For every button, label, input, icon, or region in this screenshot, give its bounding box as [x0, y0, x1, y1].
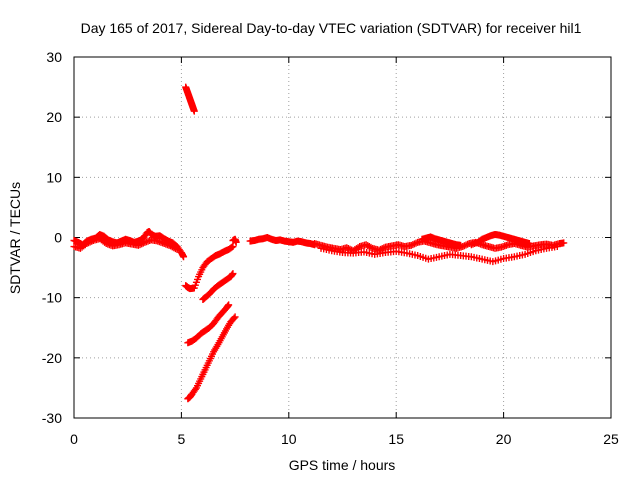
- series-baseline-b: [70, 235, 181, 254]
- data-point: [88, 237, 96, 245]
- x-tick-label: 20: [496, 431, 512, 447]
- data-point: [457, 241, 465, 249]
- x-axis-label: GPS time / hours: [289, 457, 396, 473]
- data-point: [410, 240, 418, 248]
- data-point: [230, 314, 238, 322]
- series-branch-2: [199, 270, 237, 303]
- data-point: [560, 239, 568, 247]
- y-axis-label: SDTVAR / TECUs: [7, 182, 23, 294]
- data-point: [180, 253, 188, 261]
- data-point: [84, 239, 92, 247]
- data-point: [173, 246, 181, 254]
- data-point: [375, 246, 383, 254]
- data-point: [134, 241, 142, 249]
- axis-ticks: [73, 56, 612, 419]
- y-tick-label: -20: [42, 350, 62, 366]
- series-branch-3: [184, 301, 233, 347]
- data-point: [407, 241, 415, 249]
- data-point: [138, 240, 146, 248]
- grid-lines: [74, 57, 611, 418]
- y-tick-label: 0: [54, 230, 62, 246]
- series-branch-1b: [229, 235, 240, 246]
- y-tick-label: 20: [46, 109, 62, 125]
- data-point: [83, 240, 91, 248]
- data-point: [367, 243, 375, 251]
- chart-title: Day 165 of 2017, Sidereal Day-to-day VTE…: [81, 20, 582, 36]
- y-tick-label: -10: [42, 290, 62, 306]
- x-tick-label: 25: [603, 431, 619, 447]
- data-point: [412, 239, 420, 247]
- data-point: [232, 238, 240, 246]
- data-point: [343, 244, 351, 252]
- data-point: [86, 238, 94, 246]
- data-point: [409, 241, 417, 249]
- x-tick-label: 5: [178, 431, 186, 447]
- data-point: [191, 385, 199, 393]
- y-tick-label: 30: [46, 49, 62, 65]
- data-point: [231, 313, 239, 321]
- x-tick-label: 0: [70, 431, 78, 447]
- data-point: [553, 243, 561, 251]
- y-tick-label: -30: [42, 410, 62, 426]
- data-point: [171, 245, 179, 253]
- y-tick-label: 10: [46, 169, 62, 185]
- series-spike-up: [182, 83, 198, 115]
- y-tick-labels: -30 -20 -10 0 10 20 30: [42, 49, 62, 426]
- data-point: [225, 301, 233, 309]
- series-baseline-f: [467, 230, 533, 249]
- series-baseline-g: [418, 233, 465, 249]
- x-tick-label: 15: [388, 431, 404, 447]
- data-point: [136, 241, 144, 249]
- data-point: [380, 244, 388, 252]
- data-point: [525, 240, 533, 248]
- data-point: [190, 107, 198, 115]
- data-points: [70, 83, 568, 403]
- data-point: [229, 243, 237, 251]
- data-point: [228, 243, 236, 251]
- series-branch-1: [182, 243, 237, 293]
- data-point: [139, 239, 147, 247]
- series-baseline-e: [317, 243, 561, 266]
- series-baseline-c: [246, 234, 319, 249]
- x-tick-labels: 0 5 10 15 20 25: [70, 431, 619, 447]
- data-point: [229, 270, 237, 278]
- series-branch-4: [184, 313, 239, 403]
- x-tick-label: 10: [281, 431, 297, 447]
